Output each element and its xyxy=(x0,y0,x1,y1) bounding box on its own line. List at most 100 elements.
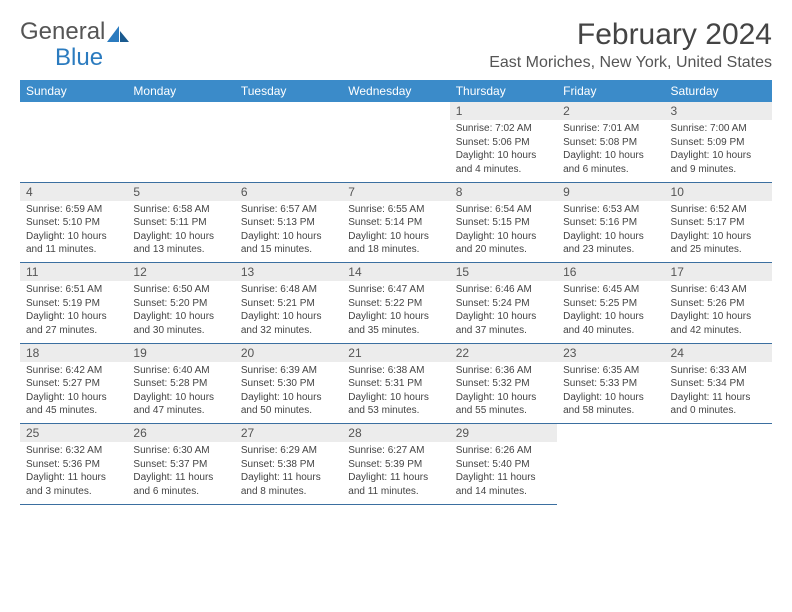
info-row: Sunrise: 6:32 AMSunset: 5:36 PMDaylight:… xyxy=(20,442,772,504)
sunset-line: Sunset: 5:39 PM xyxy=(348,458,443,472)
empty-cell xyxy=(235,120,342,182)
day-number: 12 xyxy=(127,263,234,282)
daylight-line: Daylight: 11 hours and 11 minutes. xyxy=(348,471,443,498)
day-number: 6 xyxy=(235,182,342,201)
weekday-header: Sunday xyxy=(20,80,127,102)
empty-daynum xyxy=(342,102,449,120)
daylight-line: Daylight: 11 hours and 6 minutes. xyxy=(133,471,228,498)
day-number: 3 xyxy=(665,102,772,120)
sunrise-line: Sunrise: 6:46 AM xyxy=(456,283,551,297)
info-row: Sunrise: 6:42 AMSunset: 5:27 PMDaylight:… xyxy=(20,362,772,424)
sunset-line: Sunset: 5:32 PM xyxy=(456,377,551,391)
day-number: 1 xyxy=(450,102,557,120)
daylight-line: Daylight: 10 hours and 15 minutes. xyxy=(241,230,336,257)
day-cell: Sunrise: 6:45 AMSunset: 5:25 PMDaylight:… xyxy=(557,281,664,343)
sunset-line: Sunset: 5:19 PM xyxy=(26,297,121,311)
day-number: 18 xyxy=(20,343,127,362)
daylight-line: Daylight: 11 hours and 3 minutes. xyxy=(26,471,121,498)
daynum-row: 18192021222324 xyxy=(20,343,772,362)
month-title: February 2024 xyxy=(489,18,772,52)
day-number: 10 xyxy=(665,182,772,201)
day-number: 9 xyxy=(557,182,664,201)
day-cell: Sunrise: 6:55 AMSunset: 5:14 PMDaylight:… xyxy=(342,201,449,263)
sunset-line: Sunset: 5:09 PM xyxy=(671,136,766,150)
calendar-body: 123Sunrise: 7:02 AMSunset: 5:06 PMDaylig… xyxy=(20,102,772,504)
sunset-line: Sunset: 5:11 PM xyxy=(133,216,228,230)
weekday-header: Friday xyxy=(557,80,664,102)
daylight-line: Daylight: 10 hours and 55 minutes. xyxy=(456,391,551,418)
sunrise-line: Sunrise: 6:57 AM xyxy=(241,203,336,217)
daylight-line: Daylight: 10 hours and 45 minutes. xyxy=(26,391,121,418)
day-number: 20 xyxy=(235,343,342,362)
day-cell: Sunrise: 6:30 AMSunset: 5:37 PMDaylight:… xyxy=(127,442,234,504)
daylight-line: Daylight: 10 hours and 23 minutes. xyxy=(563,230,658,257)
day-cell: Sunrise: 6:58 AMSunset: 5:11 PMDaylight:… xyxy=(127,201,234,263)
sunrise-line: Sunrise: 6:52 AM xyxy=(671,203,766,217)
sunrise-line: Sunrise: 6:30 AM xyxy=(133,444,228,458)
daylight-line: Daylight: 10 hours and 4 minutes. xyxy=(456,149,551,176)
sunrise-line: Sunrise: 7:02 AM xyxy=(456,122,551,136)
daynum-row: 2526272829 xyxy=(20,424,772,443)
day-cell: Sunrise: 6:36 AMSunset: 5:32 PMDaylight:… xyxy=(450,362,557,424)
day-cell: Sunrise: 6:26 AMSunset: 5:40 PMDaylight:… xyxy=(450,442,557,504)
daylight-line: Daylight: 11 hours and 14 minutes. xyxy=(456,471,551,498)
day-cell: Sunrise: 6:35 AMSunset: 5:33 PMDaylight:… xyxy=(557,362,664,424)
sunset-line: Sunset: 5:28 PM xyxy=(133,377,228,391)
day-number: 23 xyxy=(557,343,664,362)
weekday-header: Tuesday xyxy=(235,80,342,102)
sunrise-line: Sunrise: 6:43 AM xyxy=(671,283,766,297)
day-number: 24 xyxy=(665,343,772,362)
sunrise-line: Sunrise: 7:01 AM xyxy=(563,122,658,136)
sunrise-line: Sunrise: 6:48 AM xyxy=(241,283,336,297)
sunset-line: Sunset: 5:38 PM xyxy=(241,458,336,472)
logo-text-general: General xyxy=(20,18,105,46)
day-number: 13 xyxy=(235,263,342,282)
location: East Moriches, New York, United States xyxy=(489,54,772,72)
daylight-line: Daylight: 10 hours and 6 minutes. xyxy=(563,149,658,176)
day-cell: Sunrise: 7:02 AMSunset: 5:06 PMDaylight:… xyxy=(450,120,557,182)
info-row: Sunrise: 6:59 AMSunset: 5:10 PMDaylight:… xyxy=(20,201,772,263)
calendar-table: SundayMondayTuesdayWednesdayThursdayFrid… xyxy=(20,80,772,505)
day-cell: Sunrise: 6:27 AMSunset: 5:39 PMDaylight:… xyxy=(342,442,449,504)
day-cell: Sunrise: 6:47 AMSunset: 5:22 PMDaylight:… xyxy=(342,281,449,343)
daylight-line: Daylight: 10 hours and 58 minutes. xyxy=(563,391,658,418)
daylight-line: Daylight: 10 hours and 13 minutes. xyxy=(133,230,228,257)
sunrise-line: Sunrise: 6:58 AM xyxy=(133,203,228,217)
day-number: 14 xyxy=(342,263,449,282)
sunset-line: Sunset: 5:20 PM xyxy=(133,297,228,311)
info-row: Sunrise: 6:51 AMSunset: 5:19 PM Daylight:… xyxy=(20,281,772,343)
daylight-line: Daylight: 10 hours and 40 minutes. xyxy=(563,310,658,337)
logo-sail-icon xyxy=(107,24,129,44)
sunrise-line: Sunrise: 6:55 AM xyxy=(348,203,443,217)
sunset-line: Sunset: 5:40 PM xyxy=(456,458,551,472)
empty-cell xyxy=(127,120,234,182)
daylight-line: Daylight: 10 hours and 53 minutes. xyxy=(348,391,443,418)
weekday-header: Wednesday xyxy=(342,80,449,102)
empty-cell xyxy=(557,442,664,504)
title-block: February 2024 East Moriches, New York, U… xyxy=(489,18,772,72)
sunset-line: Sunset: 5:14 PM xyxy=(348,216,443,230)
sunset-line: Sunset: 5:10 PM xyxy=(26,216,121,230)
daylight-line: Daylight: 10 hours and 42 minutes. xyxy=(671,310,766,337)
day-cell: Sunrise: 6:50 AMSunset: 5:20 PMDaylight:… xyxy=(127,281,234,343)
day-cell: Sunrise: 6:43 AMSunset: 5:26 PMDaylight:… xyxy=(665,281,772,343)
sunrise-line: Sunrise: 6:36 AM xyxy=(456,364,551,378)
weekday-header: Saturday xyxy=(665,80,772,102)
day-number: 5 xyxy=(127,182,234,201)
day-number: 19 xyxy=(127,343,234,362)
empty-daynum xyxy=(665,424,772,443)
day-number: 27 xyxy=(235,424,342,443)
empty-daynum xyxy=(235,102,342,120)
day-cell: Sunrise: 6:59 AMSunset: 5:10 PMDaylight:… xyxy=(20,201,127,263)
sunset-line: Sunset: 5:34 PM xyxy=(671,377,766,391)
daylight-line: Daylight: 10 hours and 25 minutes. xyxy=(671,230,766,257)
sunrise-line: Sunrise: 6:45 AM xyxy=(563,283,658,297)
daylight-line: Daylight: 10 hours and 32 minutes. xyxy=(241,310,336,337)
day-cell: Sunrise: 6:32 AMSunset: 5:36 PMDaylight:… xyxy=(20,442,127,504)
daylight-line: Daylight: 10 hours and 35 minutes. xyxy=(348,310,443,337)
sunset-line: Sunset: 5:17 PM xyxy=(671,216,766,230)
sunset-line: Sunset: 5:16 PM xyxy=(563,216,658,230)
daylight-line: Daylight: 10 hours and 50 minutes. xyxy=(241,391,336,418)
sunrise-line: Sunrise: 6:51 AM xyxy=(26,283,121,297)
sunrise-line: Sunrise: 6:33 AM xyxy=(671,364,766,378)
